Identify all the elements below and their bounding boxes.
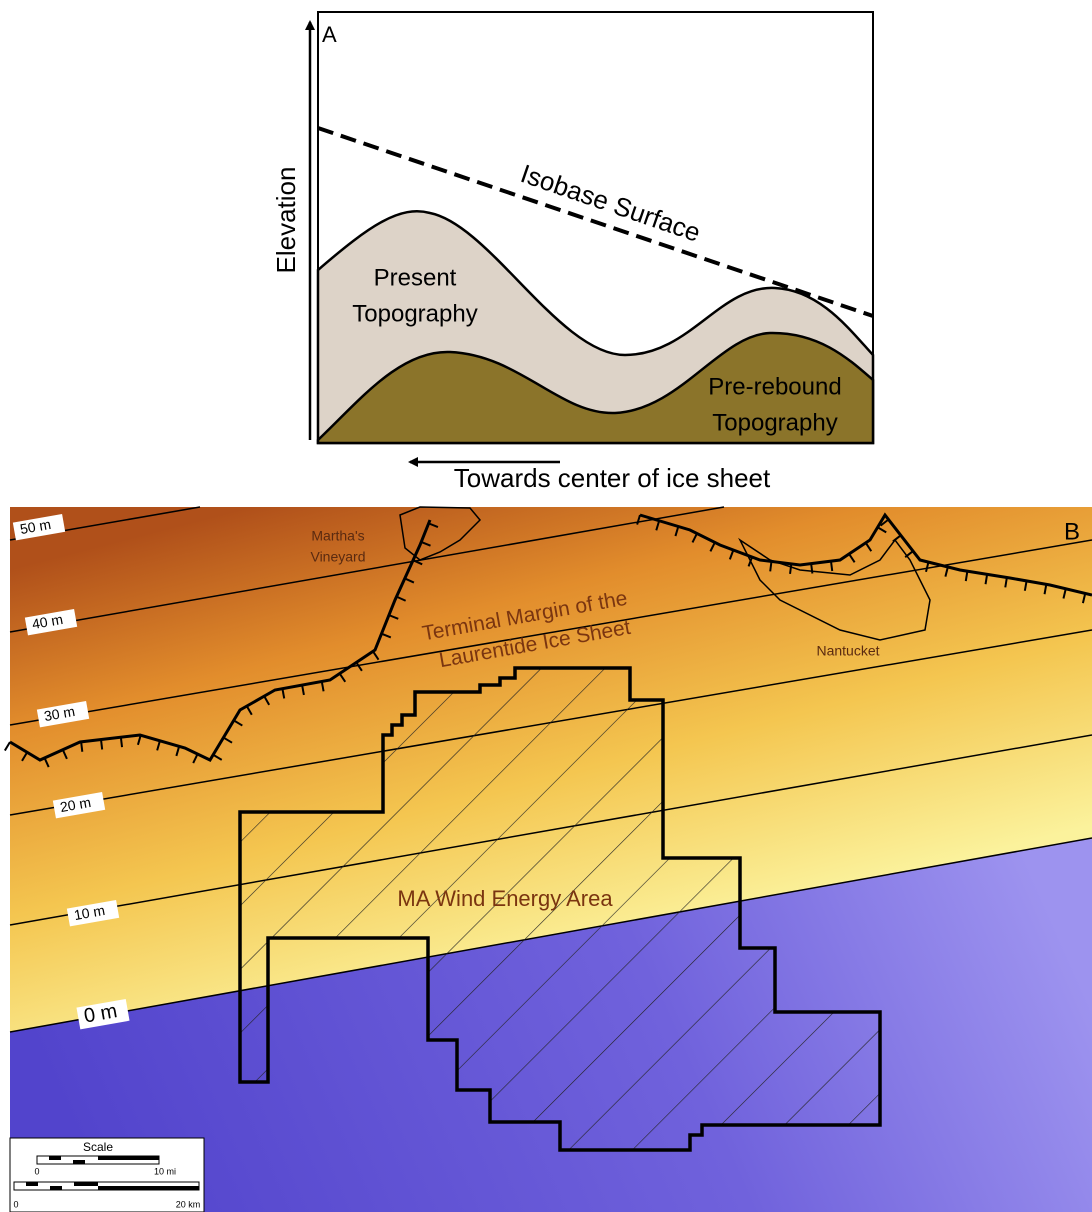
present-label: Topography — [352, 300, 477, 327]
figure: A Isobase Surface Present Topography Pre… — [0, 0, 1092, 1212]
margin-tick — [5, 742, 10, 751]
scale-tick: 0 — [13, 1199, 18, 1209]
present-label: Present — [374, 264, 457, 291]
margin-tick — [101, 740, 102, 750]
panel-b: 50 m 40 m 30 m 20 m 10 m 0 m B Martha's … — [5, 507, 1092, 1212]
page: A Isobase Surface Present Topography Pre… — [0, 0, 1092, 1212]
scale-segment — [49, 1156, 61, 1160]
scale-segment — [98, 1186, 199, 1190]
margin-tick — [790, 564, 791, 574]
panel-label: B — [1064, 518, 1080, 545]
scale-segment — [98, 1156, 159, 1160]
y-axis-label: Elevation — [271, 167, 301, 274]
margin-tick — [121, 737, 122, 747]
margin-tick — [81, 742, 82, 752]
margin-tick — [770, 561, 771, 571]
pre-rebound-label: Topography — [712, 409, 837, 436]
x-axis-label: Towards center of ice sheet — [454, 463, 771, 493]
panel-label: A — [322, 22, 337, 47]
margin-tick — [811, 564, 812, 574]
scale-segment — [50, 1186, 62, 1190]
scale-bar: Scale 0 10 mi 0 20 km — [10, 1138, 204, 1212]
place-label: Martha's — [311, 528, 364, 544]
scale-title: Scale — [83, 1140, 113, 1154]
scale-tick: 20 km — [176, 1199, 201, 1209]
scale-segment — [73, 1160, 85, 1164]
scale-segment — [74, 1182, 98, 1186]
area-label: MA Wind Energy Area — [397, 886, 613, 911]
scale-segment — [26, 1182, 38, 1186]
scale-tick: 10 mi — [154, 1166, 176, 1176]
scale-tick: 0 — [34, 1166, 39, 1176]
place-label: Vineyard — [310, 549, 365, 565]
panel-a: A Isobase Surface Present Topography Pre… — [271, 12, 873, 493]
margin-tick — [831, 561, 832, 571]
place-label: Nantucket — [816, 643, 879, 659]
pre-rebound-label: Pre-rebound — [708, 373, 841, 400]
